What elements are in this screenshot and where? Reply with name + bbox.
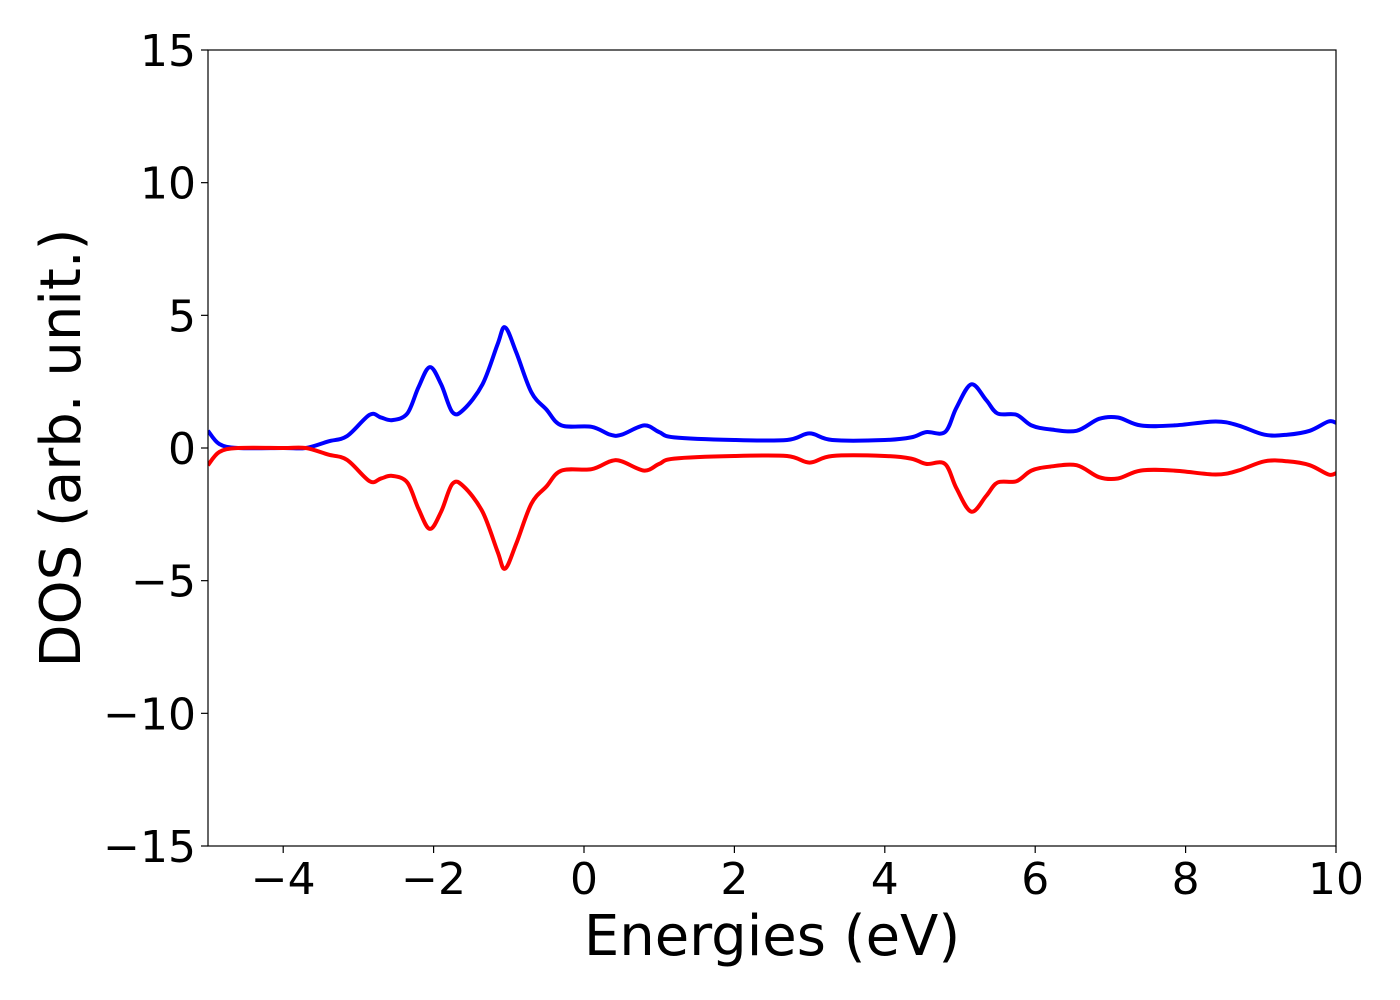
x-tick-label: 10 (1308, 854, 1364, 905)
y-tick-label: 15 (140, 26, 196, 77)
y-tick-label: −15 (103, 822, 196, 873)
x-tick-label: 0 (570, 854, 598, 905)
x-axis-ticks: −4 −2 0 2 4 6 8 10 (251, 846, 1364, 905)
series-layer (208, 325, 1336, 571)
x-tick-label: 2 (720, 854, 748, 905)
y-tick-label: 0 (168, 424, 196, 475)
series-line-2 (208, 445, 1336, 571)
x-tick-label: −4 (251, 854, 316, 905)
x-axis-label: Energies (eV) (584, 904, 960, 969)
x-tick-label: 8 (1172, 854, 1200, 905)
y-tick-label: 5 (168, 291, 196, 342)
x-tick-label: 4 (871, 854, 899, 905)
plot-frame (207, 49, 1337, 847)
y-tick-label: 10 (140, 159, 196, 210)
y-axis-ticks: 15 10 5 0 −5 −10 −15 (103, 26, 208, 873)
y-tick-label: −10 (103, 689, 196, 740)
y-axis-label: DOS (arb. unit.) (29, 228, 94, 667)
x-tick-label: 6 (1021, 854, 1049, 905)
y-tick-label: −5 (131, 557, 196, 608)
series-line-1 (208, 325, 1336, 451)
x-tick-label: −2 (401, 854, 466, 905)
